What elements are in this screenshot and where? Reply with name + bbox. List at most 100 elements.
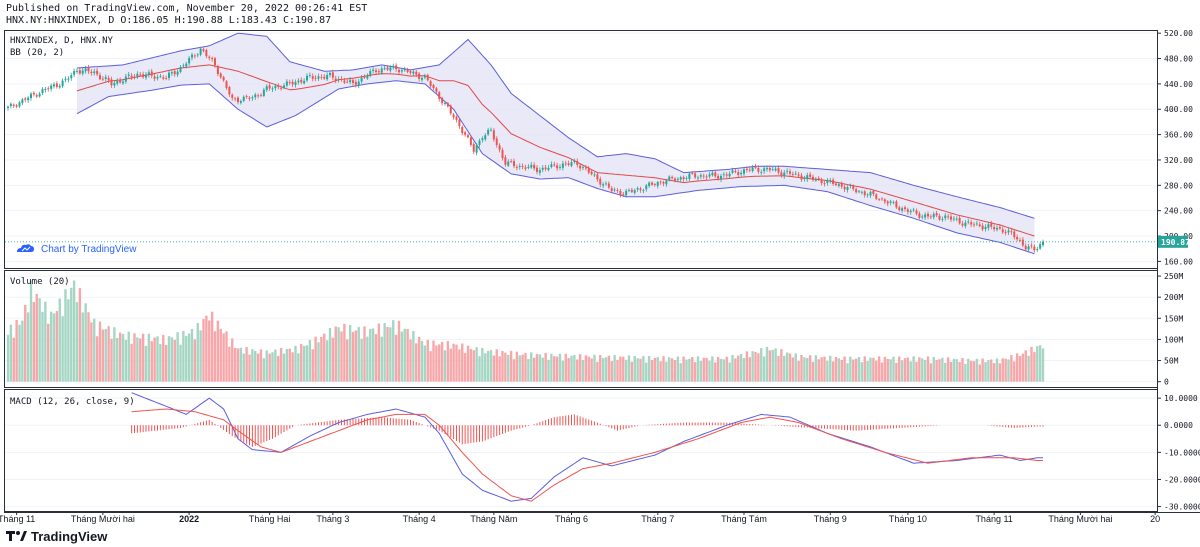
volume-bar — [688, 358, 691, 382]
candle — [202, 47, 205, 53]
volume-bar — [323, 333, 326, 382]
volume-bar — [176, 332, 179, 382]
candle — [481, 136, 484, 143]
candle — [145, 71, 147, 80]
volume-bar — [363, 326, 366, 382]
candle — [671, 175, 674, 180]
volume-bar — [757, 353, 760, 382]
candle — [705, 174, 708, 180]
macd-grid — [5, 397, 1157, 508]
volume-bar — [305, 345, 309, 382]
tradingview-watermark[interactable]: Chart by TradingView — [17, 244, 137, 255]
volume-bar — [527, 358, 530, 382]
candle — [530, 162, 533, 170]
price-axis[interactable]: 160.00200.00240.00280.00320.00360.00400.… — [5, 29, 1193, 266]
candle — [521, 163, 524, 170]
candle — [162, 74, 165, 81]
volume-bar — [975, 358, 979, 382]
volume-bar — [573, 355, 576, 382]
candle — [1004, 229, 1007, 236]
candle — [70, 72, 73, 81]
volume-bar — [714, 362, 717, 382]
volume-bar — [64, 289, 67, 382]
candle — [116, 78, 119, 86]
volume-bar — [889, 359, 892, 382]
volume-bar — [791, 357, 795, 382]
candle — [791, 171, 794, 177]
candle — [398, 67, 400, 75]
volume-bar — [144, 345, 148, 382]
candle — [570, 159, 573, 168]
volume-bar — [877, 356, 881, 382]
volume-bar — [449, 348, 452, 382]
candle — [426, 73, 429, 82]
candle — [15, 103, 18, 109]
candle — [711, 170, 714, 177]
volume-bar — [461, 343, 464, 382]
volume-bar — [699, 360, 703, 382]
candlestick-series[interactable] — [7, 46, 1044, 253]
candle — [812, 174, 814, 182]
candle — [438, 90, 441, 102]
volume-bar — [121, 333, 125, 382]
candle — [222, 75, 225, 82]
volume-bar — [325, 340, 329, 382]
volume-bar — [26, 312, 30, 382]
time-axis-label: Tháng Mười hai — [71, 514, 135, 524]
chart-area[interactable]: 160.00200.00240.00280.00320.00360.00400.… — [0, 0, 1200, 525]
volume-bar — [72, 280, 76, 382]
chart-by-tradingview-label[interactable]: Chart by TradingView — [41, 244, 137, 255]
volume-bar — [584, 355, 588, 382]
price-axis-label: 480.00 — [1164, 55, 1193, 64]
price-axis-label: 240.00 — [1164, 207, 1193, 216]
volume-bar — [360, 338, 363, 382]
volume-bar — [475, 347, 478, 382]
volume-bar — [676, 356, 680, 382]
volume-bar — [35, 293, 38, 382]
volume-bar — [941, 357, 944, 382]
volume-bar — [417, 336, 421, 382]
time-axis[interactable]: Tháng 11 Tháng Mười hai 2022 Tháng Hai Tháng… — [0, 512, 1160, 524]
volume-bar — [394, 334, 398, 382]
candle — [527, 164, 530, 170]
volume-bar — [75, 302, 79, 382]
candle — [268, 83, 271, 91]
candle — [369, 68, 372, 78]
volume-bar — [314, 336, 317, 382]
volume-bar — [742, 357, 746, 382]
volume-bar — [279, 347, 283, 382]
candle — [912, 207, 915, 213]
volume-bar — [875, 360, 878, 382]
candle — [794, 171, 797, 176]
candle — [372, 67, 375, 74]
volume-bar — [854, 358, 858, 382]
candle — [927, 211, 929, 220]
volume-bar — [581, 359, 585, 382]
macd-lines — [131, 392, 1043, 502]
tradingview-logo-icon — [6, 531, 27, 541]
candle — [720, 173, 722, 183]
volume-bar — [242, 353, 245, 382]
candle — [809, 172, 812, 180]
volume-bar — [949, 361, 953, 382]
bb-lower-line — [76, 80, 1035, 255]
candle — [113, 80, 116, 88]
candle — [1030, 243, 1033, 249]
volume-bar — [972, 361, 976, 382]
tradingview-logo-text: TradingView — [31, 528, 108, 544]
time-axis-label: Tháng Mười hai — [1048, 514, 1112, 524]
candle — [90, 69, 93, 76]
volume-bar — [265, 350, 268, 382]
candle — [7, 105, 9, 111]
candle — [579, 163, 582, 172]
volume-bar — [429, 351, 432, 382]
candle — [800, 172, 803, 182]
volume-bar — [777, 355, 780, 382]
volume-bar — [872, 357, 875, 382]
volume-bar — [262, 358, 266, 382]
candle — [265, 84, 268, 92]
volume-bar — [420, 340, 424, 382]
candle — [170, 69, 173, 77]
tradingview-logo[interactable]: TradingView — [6, 529, 107, 544]
volume-bar — [443, 350, 447, 382]
